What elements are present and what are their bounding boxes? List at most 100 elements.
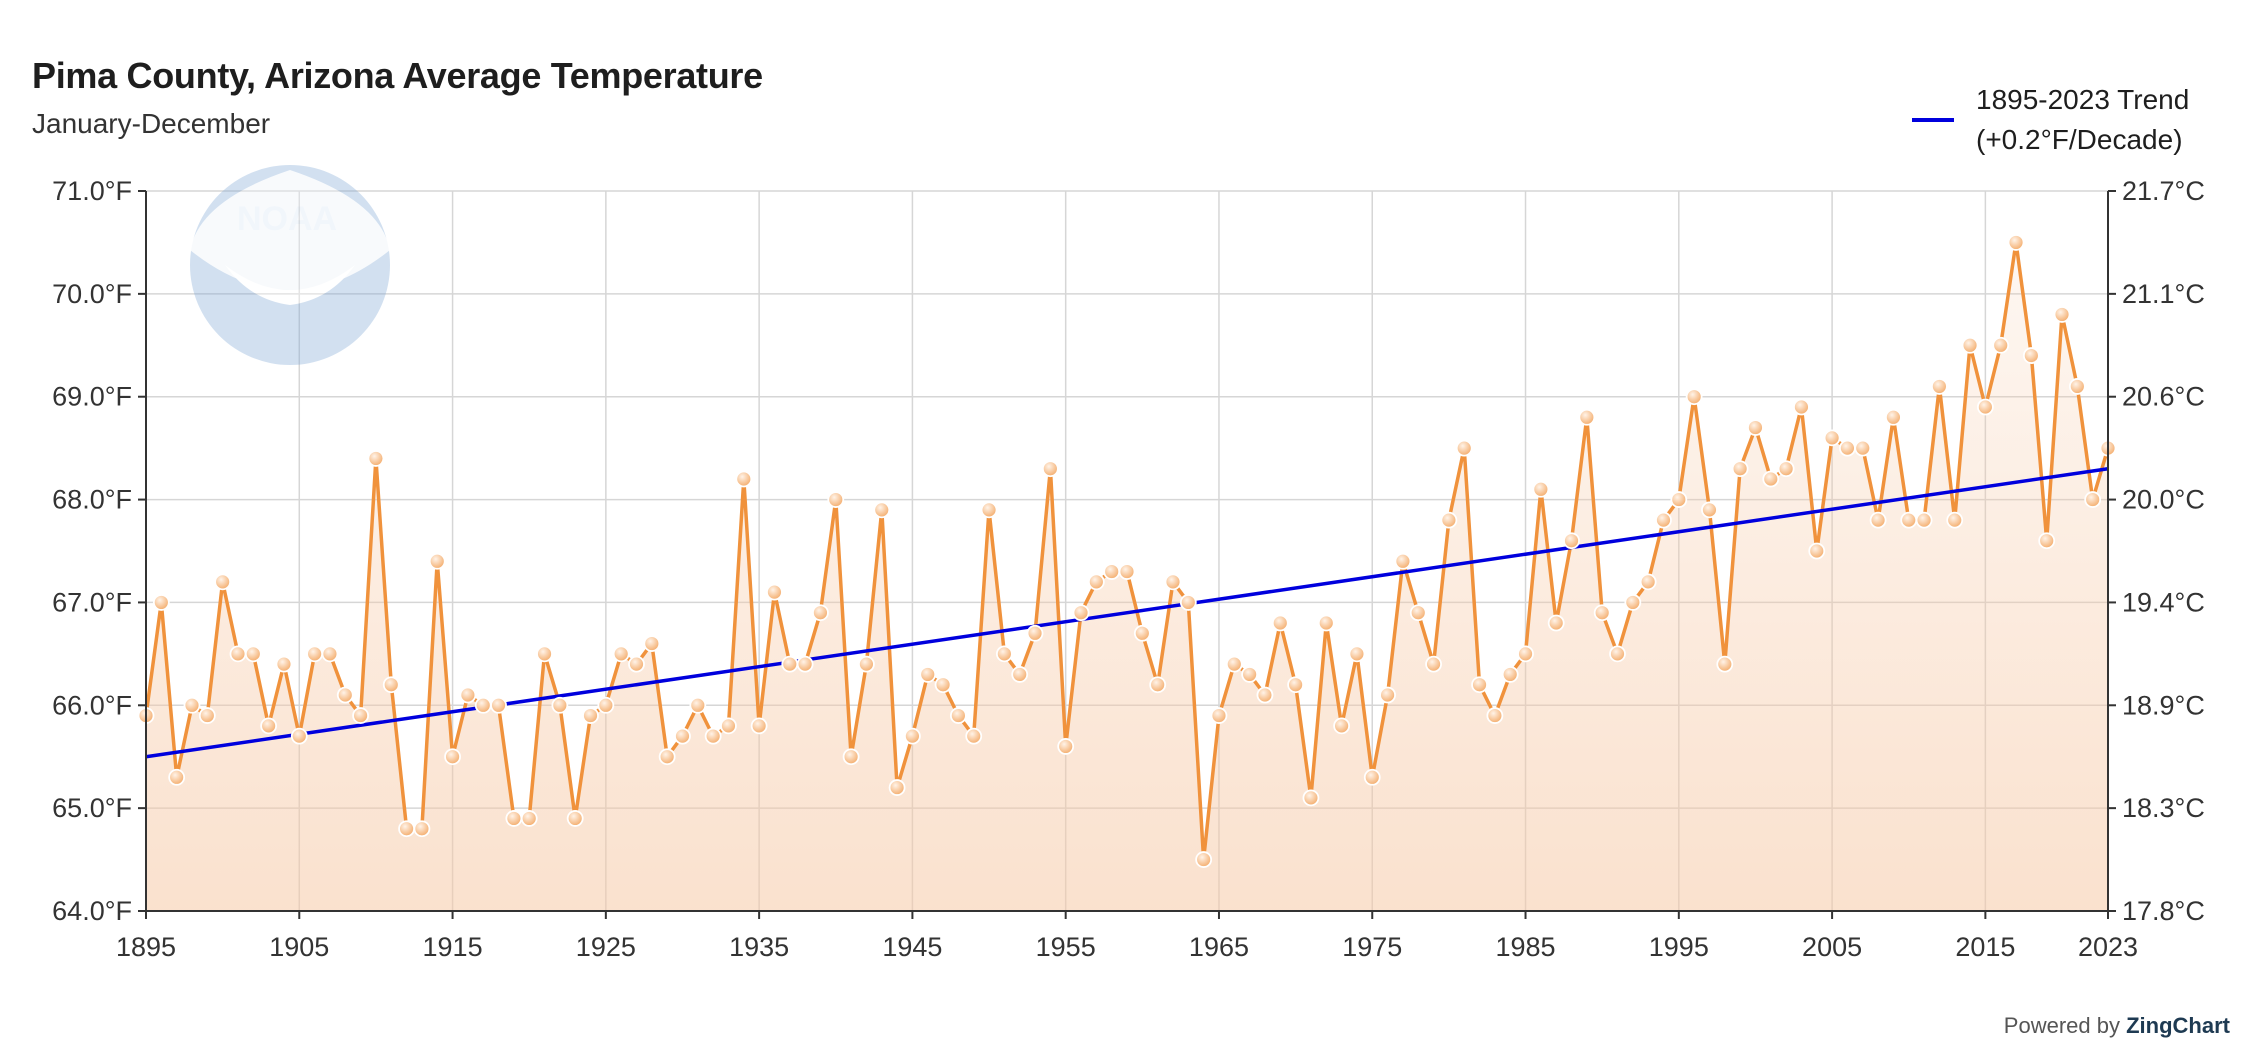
data-point: [1241, 666, 1259, 683]
data-point: [995, 645, 1013, 663]
data-point: [934, 676, 952, 694]
data-point: [796, 655, 814, 673]
data-point: [214, 573, 232, 591]
data-point: [628, 655, 645, 673]
data-point: [1379, 686, 1396, 704]
data-point: [750, 717, 768, 735]
data-point: [444, 748, 461, 766]
y-tick-label-right: 18.3°C: [2122, 793, 2205, 823]
data-point: [352, 707, 369, 724]
data-point: [1210, 707, 1228, 724]
data-point: [949, 707, 967, 724]
data-point: [2084, 491, 2102, 508]
x-tick-label: 1995: [1649, 932, 1709, 962]
data-point: [1087, 573, 1105, 591]
data-point: [766, 583, 783, 601]
y-tick-label-right: 20.6°C: [2122, 382, 2205, 412]
data-point: [1593, 604, 1611, 622]
data-point: [275, 655, 293, 673]
y-tick-label-left: 67.0°F: [52, 587, 132, 617]
legend-label-line-1: 1895-2023 Trend: [1976, 84, 2190, 115]
trend-line-group: [145, 466, 2109, 759]
data-point: [643, 635, 661, 652]
data-point: [1701, 501, 1718, 519]
data-point: [1179, 594, 1197, 611]
data-point: [1409, 604, 1427, 622]
data-point: [1885, 408, 1902, 426]
data-point: [1271, 614, 1289, 632]
data-point: [720, 717, 737, 735]
data-point: [551, 696, 569, 714]
axes: 64.0°F 65.0°F 66.0°F 67.0°F 68.0°F 69.0°F 70.0…: [52, 176, 2205, 962]
data-point: [1915, 511, 1933, 529]
data-point: [459, 686, 477, 704]
data-point: [536, 645, 553, 663]
chart-title: Pima County, Arizona Average Temperature: [32, 55, 763, 96]
data-point: [2053, 306, 2071, 323]
data-point: [1287, 676, 1305, 694]
data-point: [980, 501, 998, 519]
data-point: [1103, 563, 1121, 580]
data-point: [1992, 336, 2010, 354]
data-point: [888, 779, 906, 796]
data-point: [1716, 655, 1734, 673]
y-tick-label-right: 19.4°C: [2122, 587, 2205, 617]
y-tick-label-left: 71.0°F: [52, 176, 132, 206]
data-points: [137, 234, 2117, 868]
data-point: [413, 820, 431, 838]
data-point: [1195, 851, 1213, 868]
data-point: [1471, 676, 1488, 694]
data-point: [1670, 491, 1688, 508]
x-tick-label: 2005: [1802, 932, 1862, 962]
x-tick-label: 1945: [882, 932, 942, 962]
data-point: [612, 645, 630, 663]
x-tick-label: 1985: [1495, 932, 1555, 962]
data-point: [704, 727, 722, 745]
data-point: [1946, 511, 1964, 529]
chart-subtitle: January-December: [32, 108, 271, 139]
x-tick-label: 2023: [2078, 932, 2138, 962]
data-point: [566, 810, 584, 827]
data-point: [2038, 532, 2056, 550]
data-point: [1057, 738, 1075, 755]
data-point: [1624, 594, 1642, 611]
data-point: [1747, 419, 1764, 436]
x-tick-label: 1905: [269, 932, 329, 962]
data-point: [1900, 511, 1918, 529]
data-point: [1164, 573, 1182, 591]
data-point: [1655, 511, 1672, 529]
data-point: [1808, 542, 1826, 560]
data-point: [290, 727, 308, 745]
data-point: [336, 686, 354, 704]
y-tick-label-left: 70.0°F: [52, 279, 132, 309]
data-point: [1501, 666, 1519, 683]
data-point: [1133, 624, 1151, 642]
y-tick-label-right: 20.0°C: [2122, 485, 2205, 515]
data-point: [520, 810, 538, 827]
data-point: [382, 676, 400, 694]
data-point: [1869, 511, 1887, 529]
data-point: [1930, 378, 1948, 395]
data-point: [1302, 789, 1320, 807]
legend[interactable]: 1895-2023 Trend (+0.2°F/Decade): [1912, 80, 2189, 160]
data-point: [152, 594, 170, 611]
noaa-logo: NOAA: [190, 165, 390, 365]
data-point: [1333, 717, 1350, 735]
data-point: [1731, 460, 1749, 478]
powered-by-credit[interactable]: Powered by ZingChart: [2004, 1013, 2230, 1039]
data-point: [1547, 614, 1565, 632]
data-point: [2022, 347, 2040, 364]
data-point: [1976, 398, 1994, 416]
data-point: [474, 696, 492, 714]
data-point: [1118, 563, 1136, 580]
data-point: [904, 727, 921, 745]
data-point: [827, 491, 845, 508]
data-point: [1639, 573, 1657, 591]
data-point: [2007, 234, 2025, 251]
data-point: [1440, 511, 1458, 529]
data-point: [1578, 408, 1596, 426]
x-tick-label: 1965: [1189, 932, 1249, 962]
data-point: [183, 696, 201, 714]
data-point: [306, 645, 324, 663]
